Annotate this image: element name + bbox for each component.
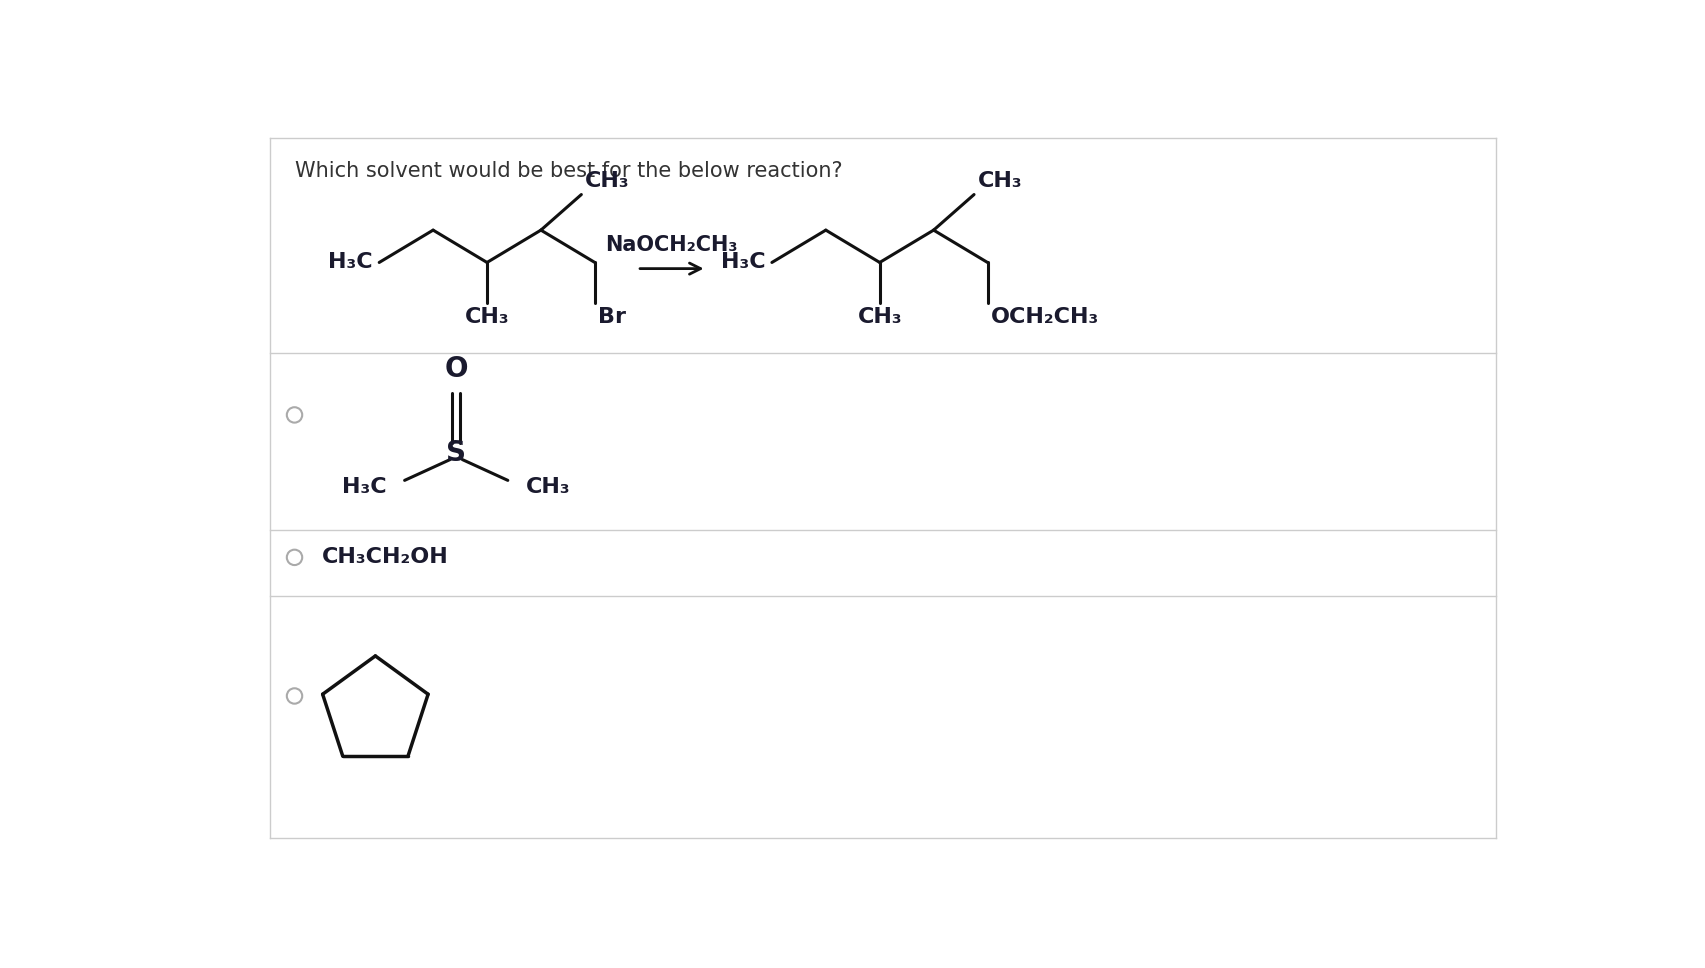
Text: CH₃: CH₃: [585, 171, 629, 192]
Text: Br: Br: [597, 307, 626, 327]
Text: CH₃: CH₃: [858, 307, 902, 327]
Text: NaOCH₂CH₃: NaOCH₂CH₃: [605, 235, 738, 255]
Text: S: S: [447, 439, 465, 468]
Text: CH₃: CH₃: [525, 476, 569, 497]
Text: Which solvent would be best for the below reaction?: Which solvent would be best for the belo…: [295, 161, 842, 181]
Text: CH₃: CH₃: [977, 171, 1021, 192]
Text: H₃C: H₃C: [329, 253, 373, 272]
Text: CH₃CH₂OH: CH₃CH₂OH: [321, 547, 448, 567]
Text: H₃C: H₃C: [343, 476, 387, 497]
Text: CH₃: CH₃: [464, 307, 510, 327]
Text: O: O: [445, 354, 467, 382]
Text: H₃C: H₃C: [721, 253, 766, 272]
Text: OCH₂CH₃: OCH₂CH₃: [991, 307, 1098, 327]
